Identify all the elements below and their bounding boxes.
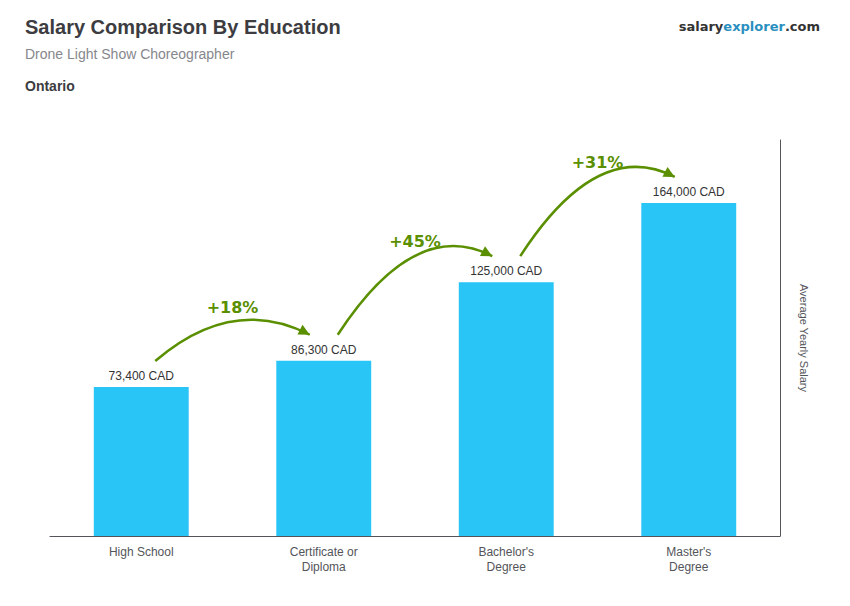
svg-text:164,000 CAD: 164,000 CAD [653, 185, 725, 199]
svg-text:Bachelor's: Bachelor's [478, 545, 534, 559]
svg-text:.com: .com [785, 19, 820, 34]
svg-text:Drone Light Show Choreographer: Drone Light Show Choreographer [25, 46, 235, 62]
svg-text:Ontario: Ontario [25, 78, 75, 94]
svg-text:125,000 CAD: 125,000 CAD [470, 264, 542, 278]
svg-text:86,300 CAD: 86,300 CAD [291, 343, 357, 357]
svg-text:salary: salary [679, 19, 724, 34]
svg-text:Master's: Master's [666, 545, 711, 559]
svg-text:explorer: explorer [723, 19, 785, 34]
svg-text:+31%: +31% [572, 153, 624, 172]
svg-text:73,400 CAD: 73,400 CAD [109, 369, 175, 383]
svg-text:Salary Comparison By Education: Salary Comparison By Education [25, 16, 341, 38]
svg-text:High School: High School [109, 545, 174, 559]
svg-text:Diploma: Diploma [302, 560, 346, 574]
svg-text:+18%: +18% [207, 298, 259, 317]
svg-text:+45%: +45% [389, 232, 441, 251]
svg-text:Degree: Degree [669, 560, 709, 574]
svg-text:Certificate or: Certificate or [290, 545, 358, 559]
svg-text:Average Yearly Salary: Average Yearly Salary [798, 284, 810, 393]
svg-text:Degree: Degree [487, 560, 527, 574]
